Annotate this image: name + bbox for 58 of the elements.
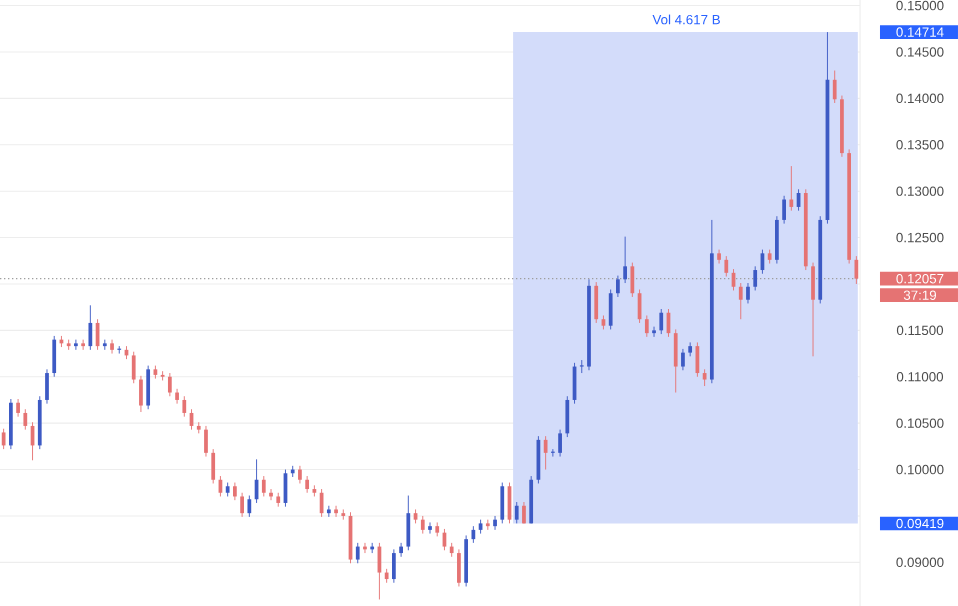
candlestick (139, 375, 143, 413)
candlestick (543, 435, 548, 471)
candlestick (392, 548, 396, 584)
candlestick (175, 388, 179, 405)
candlestick (753, 265, 758, 291)
candlestick (558, 429, 562, 458)
candlestick (644, 315, 649, 338)
candlestick (782, 195, 786, 225)
candlestick (681, 348, 685, 371)
candlestick (724, 255, 729, 277)
candlestick (247, 495, 252, 518)
candlestick (529, 475, 534, 524)
candlestick (616, 275, 620, 298)
candlestick (594, 281, 599, 324)
candlestick (652, 326, 656, 338)
candlestick (211, 448, 216, 484)
candlestick (1, 428, 6, 450)
candlestick (623, 236, 627, 284)
candlestick (500, 482, 505, 524)
candlestick (334, 505, 338, 518)
candlestick (464, 534, 469, 587)
candlestick (457, 548, 461, 587)
candlestick (406, 495, 411, 551)
candlestick (240, 492, 244, 518)
candlestick (131, 351, 136, 384)
candlestick (261, 475, 266, 497)
candlestick (88, 304, 93, 351)
candlestick (74, 339, 78, 351)
candlestick (811, 262, 815, 357)
candlestick (608, 289, 613, 330)
candlestick (717, 249, 721, 265)
candlestick (659, 308, 664, 335)
candlestick (789, 165, 794, 212)
candlestick (514, 501, 519, 524)
candlestick (182, 395, 187, 418)
candlestick (8, 398, 13, 450)
candlestick (428, 521, 432, 535)
candlestick (355, 542, 360, 564)
candlestick (673, 328, 678, 393)
candlestick (167, 372, 172, 397)
candlestick (81, 339, 85, 351)
candlestick (399, 542, 403, 558)
candlestick (746, 282, 750, 304)
candlestick (565, 395, 570, 438)
candlestick (775, 215, 779, 265)
candlestick (738, 282, 743, 320)
candlestick (45, 368, 49, 405)
candlestick (52, 335, 57, 378)
candlestick (630, 262, 635, 298)
candlestick (854, 255, 859, 285)
candlestick (110, 339, 114, 355)
candlestick (146, 365, 151, 410)
candlestick (204, 425, 208, 458)
candlestick (493, 515, 497, 531)
candlestick (16, 398, 20, 418)
candlestick (23, 408, 28, 431)
candlestick (832, 70, 837, 104)
candlestick (37, 395, 42, 450)
